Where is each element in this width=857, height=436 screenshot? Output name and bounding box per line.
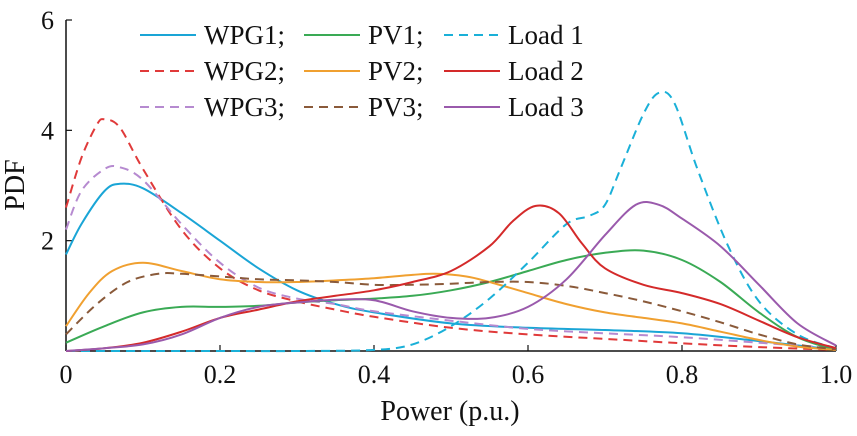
series-line-pv3: [65, 272, 837, 351]
x-axis-label: Power (p.u.): [380, 396, 519, 427]
x-tick-label: 0: [60, 360, 73, 389]
legend-label: Load 2: [508, 56, 584, 86]
axes: [65, 20, 836, 352]
legend-label: PV2;: [368, 56, 424, 86]
series-line-wpg3: [65, 164, 837, 350]
x-tick-label: 0.6: [512, 360, 545, 389]
series-line-load-3: [65, 200, 837, 352]
series-line-load-2: [65, 204, 837, 352]
series-lines: [65, 90, 837, 353]
y-ticks: 2 4 6: [41, 6, 72, 256]
series-line-load-1: [65, 90, 837, 353]
y-tick-label: 6: [41, 6, 54, 35]
legend-label: Load 1: [508, 20, 584, 50]
x-tick-label: 0.8: [666, 360, 699, 389]
y-axis-label: PDF: [0, 159, 31, 210]
legend-label: Load 3: [508, 92, 584, 122]
y-tick-label: 2: [41, 227, 54, 256]
x-tick-label: 1.0: [820, 360, 853, 389]
legend-label: PV3;: [368, 92, 424, 122]
legend-label: PV1;: [368, 20, 424, 50]
series-line-wpg2: [65, 118, 837, 351]
legend-label: WPG3;: [204, 92, 285, 122]
x-tick-label: 0.2: [204, 360, 237, 389]
legend: WPG1; PV1; Load 1 WPG2; PV2; Load 2 WPG3; PV3; L…: [140, 20, 584, 122]
series-line-wpg1: [65, 182, 837, 351]
series-line-pv2: [65, 261, 837, 351]
legend-label: WPG1;: [204, 20, 285, 50]
series-line-pv1: [65, 249, 837, 351]
x-tick-label: 0.4: [358, 360, 391, 389]
y-tick-label: 4: [41, 116, 54, 145]
x-ticks: 0 0.2 0.4 0.6 0.8 1.0: [60, 345, 853, 389]
legend-label: WPG2;: [204, 56, 285, 86]
